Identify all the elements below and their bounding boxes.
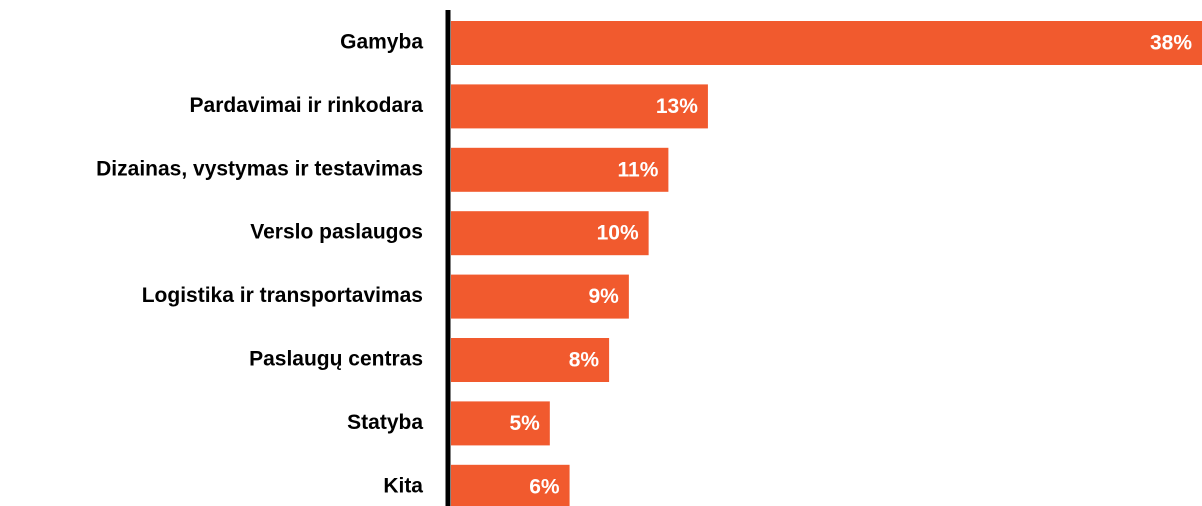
category-label: Pardavimai ir rinkodara <box>190 94 424 117</box>
bar <box>451 464 570 506</box>
bar <box>451 401 550 446</box>
value-label: 8% <box>569 349 600 372</box>
value-label: 5% <box>509 412 540 435</box>
value-label: 9% <box>589 285 620 308</box>
category-label: Paslaugų centras <box>249 348 423 371</box>
category-label: Verslo paslaugos <box>250 221 423 244</box>
bar <box>451 147 669 192</box>
value-label: 6% <box>529 475 560 498</box>
category-label: Kita <box>383 474 423 497</box>
category-label: Statyba <box>347 411 423 434</box>
category-label: Gamyba <box>340 31 423 54</box>
value-label: 10% <box>597 222 639 245</box>
category-label: Logistika ir transportavimas <box>142 284 423 307</box>
bar <box>451 21 1202 65</box>
value-label: 13% <box>656 95 698 118</box>
value-label: 11% <box>618 158 659 181</box>
category-label: Dizainas, vystymas ir testavimas <box>96 157 423 180</box>
bar <box>451 338 610 382</box>
bar <box>451 274 629 319</box>
bar <box>451 84 708 129</box>
bar <box>451 211 649 256</box>
value-label: 38% <box>1150 32 1192 55</box>
